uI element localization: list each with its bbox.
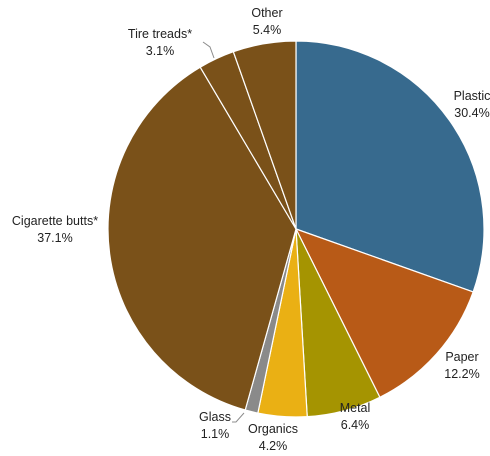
slice-label-organics: Organics xyxy=(248,422,298,436)
pie-slices xyxy=(107,40,485,418)
slice-label-paper: Paper xyxy=(445,350,478,364)
pie-slice-other xyxy=(232,40,297,230)
slice-value-glass: 1.1% xyxy=(201,427,230,441)
pie-slice-plastic xyxy=(295,40,485,293)
leader-line-tire-treads xyxy=(202,41,215,59)
slice-label-metal: Metal xyxy=(340,401,371,415)
pie-slice-paper xyxy=(295,228,474,398)
slice-label-plastic: Plastic xyxy=(454,89,490,103)
slice-label-cigarette-butts: Cigarette butts* xyxy=(12,214,98,228)
slice-label-glass: Glass xyxy=(199,410,231,424)
slice-value-organics: 4.2% xyxy=(259,439,288,451)
slice-value-plastic: 30.4% xyxy=(454,106,489,120)
slice-label-other: Other xyxy=(251,6,282,20)
leader-line-glass xyxy=(232,412,245,423)
pie-slice-cigarette-butts xyxy=(107,66,297,411)
slice-value-paper: 12.2% xyxy=(444,367,479,381)
slice-labels: Plastic 30.4% Paper 12.2% Metal 6.4% Organics 4… xyxy=(12,6,490,453)
slice-value-tire-treads: 3.1% xyxy=(146,44,175,58)
slice-value-cigarette-butts: 37.1% xyxy=(37,231,72,245)
leader-lines xyxy=(202,41,245,423)
slice-value-metal: 6.4% xyxy=(341,418,370,432)
slice-label-tire-treads: Tire treads* xyxy=(128,27,192,41)
slice-value-other: 5.4% xyxy=(253,23,282,37)
